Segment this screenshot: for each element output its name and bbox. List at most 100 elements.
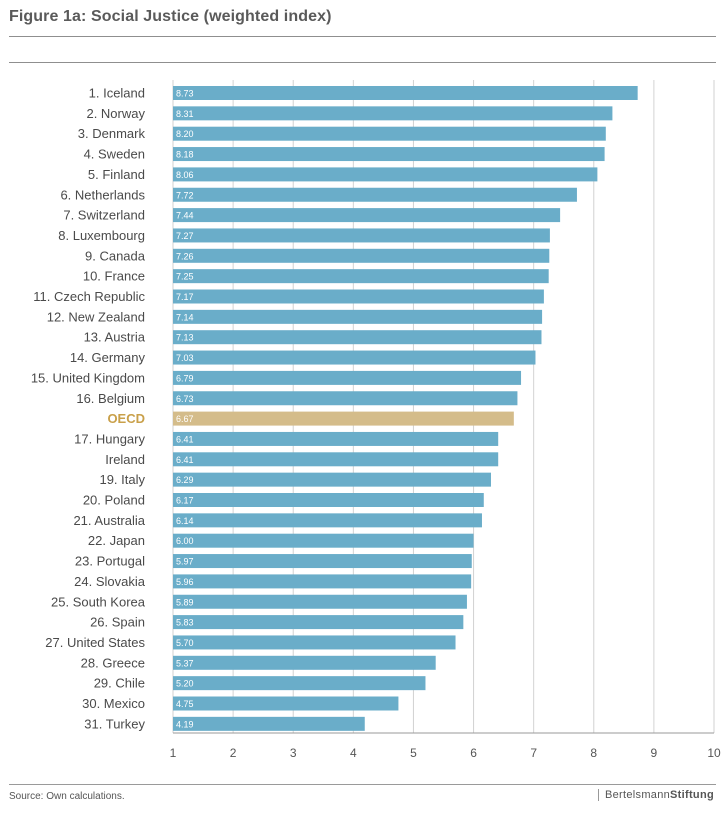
category-label: 13. Austria xyxy=(84,330,146,345)
category-label: 3. Denmark xyxy=(78,126,146,141)
bar-value-label: 8.73 xyxy=(176,89,194,99)
x-tick-label: 9 xyxy=(651,746,658,760)
bar xyxy=(173,554,472,569)
bar xyxy=(173,147,605,162)
bar-value-label: 6.00 xyxy=(176,536,194,546)
bar xyxy=(173,228,550,243)
bar-value-label: 8.06 xyxy=(176,170,194,180)
bar-value-label: 6.41 xyxy=(176,455,194,465)
bar xyxy=(173,269,549,284)
x-tick-label: 2 xyxy=(230,746,237,760)
bar-value-label: 8.20 xyxy=(176,129,194,139)
bar-value-label: 7.26 xyxy=(176,251,194,261)
bar-value-label: 7.03 xyxy=(176,353,194,363)
category-label: 15. United Kingdom xyxy=(31,370,145,385)
bar-value-label: 5.89 xyxy=(176,597,194,607)
category-label: 19. Italy xyxy=(99,472,145,487)
bar-value-label: 6.14 xyxy=(176,516,194,526)
category-label: 29. Chile xyxy=(94,676,145,691)
category-label: OECD xyxy=(107,411,145,426)
bar xyxy=(173,187,577,202)
bar-value-label: 5.97 xyxy=(176,557,194,567)
bar xyxy=(173,533,474,548)
bar-value-label: 7.72 xyxy=(176,190,194,200)
bar xyxy=(173,452,499,467)
bar-value-label: 6.73 xyxy=(176,394,194,404)
category-label: Ireland xyxy=(105,452,145,467)
category-label: 6. Netherlands xyxy=(60,187,145,202)
category-label: 10. France xyxy=(83,269,145,284)
bar-value-label: 4.75 xyxy=(176,699,194,709)
category-label: 17. Hungary xyxy=(74,431,145,446)
bar-value-label: 5.96 xyxy=(176,577,194,587)
category-label: 28. Greece xyxy=(81,655,145,670)
category-label: 22. Japan xyxy=(88,533,145,548)
category-label: 9. Canada xyxy=(85,248,146,263)
category-label: 1. Iceland xyxy=(89,86,145,101)
footer-rule xyxy=(9,784,716,785)
bar xyxy=(173,309,543,324)
bar-value-label: 4.19 xyxy=(176,719,194,729)
x-tick-label: 7 xyxy=(530,746,537,760)
bar-value-label: 7.13 xyxy=(176,333,194,343)
bar xyxy=(173,86,638,100)
bar xyxy=(173,716,365,731)
bar xyxy=(173,350,536,365)
bar xyxy=(173,574,472,589)
bar xyxy=(173,370,522,385)
bar-value-label: 5.37 xyxy=(176,658,194,668)
bar-value-label: 6.41 xyxy=(176,434,194,444)
bar xyxy=(173,676,426,691)
chart-top-rule xyxy=(9,62,716,63)
bar xyxy=(173,106,613,121)
bar-value-label: 8.31 xyxy=(176,109,194,119)
bar xyxy=(173,391,518,406)
bar-value-label: 7.25 xyxy=(176,272,194,282)
bar xyxy=(173,696,399,711)
bar xyxy=(173,594,467,609)
bar xyxy=(173,126,606,141)
category-label: 12. New Zealand xyxy=(47,309,145,324)
category-label: 24. Slovakia xyxy=(74,574,146,589)
category-label: 21. Australia xyxy=(73,513,145,528)
category-label: 7. Switzerland xyxy=(63,208,145,223)
bar xyxy=(173,655,436,670)
x-tick-label: 8 xyxy=(590,746,597,760)
bar-value-label: 5.70 xyxy=(176,638,194,648)
bar xyxy=(173,513,482,528)
bar-value-label: 6.17 xyxy=(176,496,194,506)
bar xyxy=(173,208,561,223)
category-label: 14. Germany xyxy=(70,350,146,365)
bar-value-label: 6.79 xyxy=(176,373,194,383)
title-rule xyxy=(9,36,716,37)
category-label: 31. Turkey xyxy=(84,716,145,731)
bar xyxy=(173,493,484,507)
bar-value-label: 5.83 xyxy=(176,618,194,628)
category-label: 23. Portugal xyxy=(75,554,145,569)
bar xyxy=(173,472,491,487)
bar-chart: 1 2 3 4 5 6 7 8 9 10 8.73 1. Iceland 8.31 2. Norway 8.… xyxy=(31,80,721,760)
category-label: 11. Czech Republic xyxy=(33,289,145,304)
bar xyxy=(173,431,499,446)
bertelsmann-logo: BertelsmannStiftung xyxy=(597,789,714,801)
x-tick-label: 4 xyxy=(350,746,357,760)
category-label: 16. Belgium xyxy=(76,391,145,406)
bar-oecd xyxy=(173,411,514,426)
bar-value-label: 7.17 xyxy=(176,292,194,302)
bar-value-label: 7.44 xyxy=(176,211,194,221)
category-label: 20. Poland xyxy=(83,493,145,508)
x-tick-label: 10 xyxy=(707,746,721,760)
bar-value-label: 8.18 xyxy=(176,150,194,160)
bar xyxy=(173,635,456,650)
bar-value-label: 5.20 xyxy=(176,679,194,689)
source-note: Source: Own calculations. xyxy=(9,791,125,802)
bar xyxy=(173,330,542,345)
bar xyxy=(173,615,464,630)
bar-value-label: 7.14 xyxy=(176,312,194,322)
category-label: 26. Spain xyxy=(90,615,145,630)
x-tick-label: 3 xyxy=(290,746,297,760)
category-label: 8. Luxembourg xyxy=(58,228,145,243)
category-label: 25. South Korea xyxy=(51,594,146,609)
x-tick-label: 5 xyxy=(410,746,417,760)
bar xyxy=(173,248,550,263)
